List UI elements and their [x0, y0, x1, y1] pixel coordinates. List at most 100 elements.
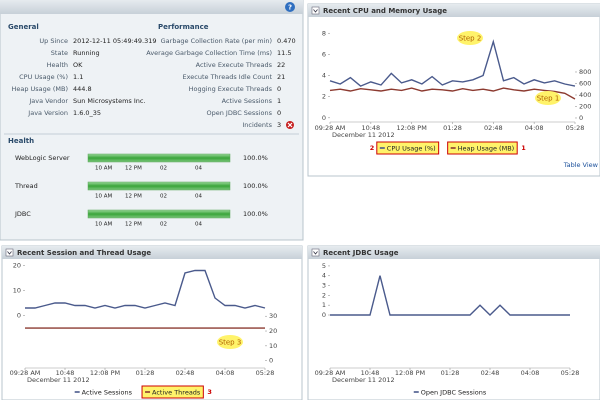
y-tick-label: 1 [322, 301, 326, 309]
field-label: Heap Usage (MB) [11, 85, 68, 93]
x-tick-label: 10:48 [361, 124, 380, 132]
field-value: 0 [277, 109, 281, 117]
collapse-icon[interactable] [311, 248, 320, 257]
field-value: OK [73, 61, 83, 69]
legend-label: CPU Usage (%) [387, 145, 436, 153]
field-label: Java Version [27, 109, 68, 117]
y2-tick-label: 20 [269, 327, 277, 335]
health-value: 100.0% [243, 182, 268, 190]
health-label: JDBC [14, 210, 31, 218]
legend-label: Open JDBC Sessions [421, 389, 487, 397]
y-tick-label: 0 [322, 114, 326, 122]
x-tick-label: 10:48 [361, 369, 380, 377]
x-tick-label: 12:08 PM [397, 124, 427, 132]
health-axis-label: 12 PM [125, 166, 142, 172]
series-line [329, 87, 576, 100]
x-caption: December 11 2012 [332, 376, 395, 384]
health-bar [87, 153, 231, 163]
step-number: 3 [207, 388, 212, 396]
collapse-glyph [7, 251, 12, 255]
step-callout [217, 335, 243, 349]
y-tick-label: 4 [322, 72, 326, 80]
health-label: Thread [14, 182, 38, 190]
legend-item[interactable]: Active Sessions [74, 389, 133, 397]
y-tick-label: 0 [322, 311, 326, 319]
field-label: Garbage Collection Rate (per min) [161, 37, 272, 45]
health-axis-label: 02 [160, 166, 167, 172]
health-axis-label: 10 AM [95, 222, 113, 228]
legend-item[interactable]: Heap Usage (MB) [450, 145, 515, 153]
section-title: Performance [158, 23, 209, 31]
y-tick-label: 6 [322, 50, 326, 58]
field-value: 1.1 [73, 73, 83, 81]
collapse-glyph [313, 9, 318, 13]
table-view-link[interactable]: Table View [563, 161, 599, 169]
legend-item[interactable]: CPU Usage (%) [379, 145, 436, 153]
x-tick-label: 01:28 [441, 369, 460, 377]
panel-title: Recent CPU and Memory Usage [323, 7, 447, 15]
y2-tick-label: 10 [269, 342, 277, 350]
status-panel [0, 0, 304, 241]
y-tick-label: 20 [13, 262, 21, 270]
section-title: Health [8, 137, 34, 145]
health-axis-label: 12 PM [125, 222, 142, 228]
field-value: 444.8 [73, 85, 92, 93]
x-tick-label: 12:08 PM [90, 369, 120, 377]
y-tick-label: 5 [322, 262, 326, 270]
health-bar [87, 181, 231, 191]
panel-header [308, 246, 600, 259]
legend-highlight [376, 141, 440, 155]
field-label: Open JDBC Sessions [207, 109, 273, 117]
field-label: CPU Usage (%) [19, 73, 68, 81]
panel-title: Recent Session and Thread Usage [17, 249, 151, 257]
x-caption: December 11 2012 [27, 376, 90, 384]
step-callout-label: Step 1 [537, 95, 560, 103]
help-glyph[interactable]: ? [288, 4, 292, 12]
field-value: 3 [277, 121, 281, 129]
health-axis-label: 12 PM [125, 194, 142, 200]
step-callout [457, 31, 483, 45]
chart-panel [307, 245, 600, 400]
legend-label: Active Sessions [82, 389, 133, 397]
legend-highlight [447, 141, 518, 155]
x-tick-label: 10:48 [56, 369, 75, 377]
x-tick-label: 02:48 [176, 369, 195, 377]
field-label: Hogging Execute Threads [189, 85, 273, 93]
y-tick-label: 2 [322, 291, 326, 299]
health-axis-label: 04 [195, 222, 202, 228]
collapse-icon[interactable] [5, 248, 14, 257]
y-tick-label: 10 [13, 287, 21, 295]
field-value: 21 [277, 73, 285, 81]
y2-tick-label: 600 [579, 79, 591, 87]
field-label: Up Since [39, 37, 68, 45]
help-icon[interactable] [285, 2, 295, 12]
status-rows: Up Since 2012-12-11 05:49:49.319 State Runn… [11, 37, 295, 228]
series-line [25, 269, 266, 309]
legend-item[interactable]: Open JDBC Sessions [413, 389, 487, 397]
x-tick-label: 12:08 PM [395, 369, 425, 377]
y-tick-label: 8 [322, 29, 326, 37]
health-axis-label: 04 [195, 166, 202, 172]
incident-x [287, 122, 293, 128]
x-tick-label: 05:28 [256, 369, 275, 377]
field-value: Sun Microsystems Inc. [73, 97, 146, 105]
field-value: 11.5 [277, 49, 291, 57]
health-axis-label: 02 [160, 222, 167, 228]
x-tick-label: 05:28 [566, 124, 585, 132]
y-tick-label: 4 [322, 272, 326, 280]
field-label: Health [47, 61, 68, 69]
legend-item[interactable]: Active Threads [145, 389, 201, 397]
y2-tick-label: 0 [579, 114, 583, 122]
y2-tick-label: 30 [269, 312, 277, 320]
field-label: Execute Threads Idle Count [183, 73, 273, 81]
series-line [330, 275, 570, 316]
health-axis-label: 04 [195, 194, 202, 200]
field-label: State [51, 49, 68, 57]
x-tick-label: 05:28 [561, 369, 580, 377]
x-tick-label: 02:48 [481, 369, 500, 377]
panel-header [308, 4, 600, 17]
field-label: Average Garbage Collection Time (ms) [146, 49, 272, 57]
x-tick-label: 09:28 AM [315, 124, 346, 132]
collapse-icon[interactable] [311, 6, 320, 15]
